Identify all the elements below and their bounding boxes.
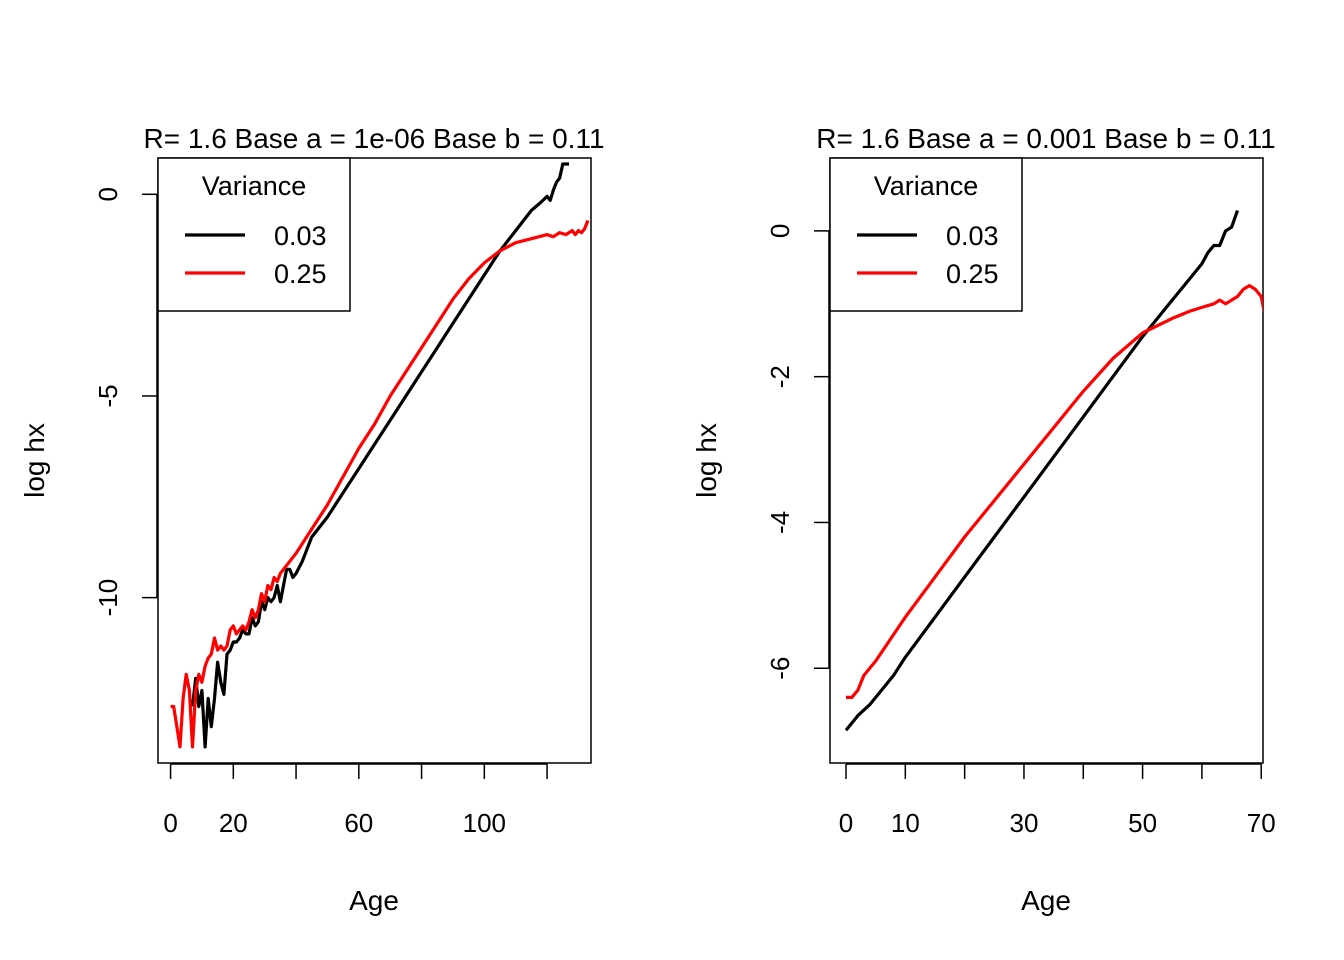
x-tick-label: 20	[219, 808, 248, 838]
chart-title: R= 1.6 Base a = 1e-06 Base b = 0.11	[143, 123, 604, 154]
x-tick-label: 30	[1009, 808, 1038, 838]
y-axis-label: log hx	[19, 423, 50, 498]
y-axis-label: log hx	[691, 423, 722, 498]
series-line-0.25	[846, 286, 1267, 698]
chart-panel-1: R= 1.6 Base a = 1e-06 Base b = 0.11 0 20 60…	[19, 123, 605, 916]
y-tick-label: -10	[93, 579, 123, 617]
legend-title: Variance	[874, 171, 979, 201]
legend-label: 0.03	[274, 221, 327, 251]
legend: Variance 0.03 0.25	[158, 158, 350, 311]
x-axis-label: Age	[349, 885, 399, 916]
x-tick-label: 10	[891, 808, 920, 838]
x-axis-label: Age	[1021, 885, 1071, 916]
y-tick-label: -5	[93, 384, 123, 407]
chart-panel-2: R= 1.6 Base a = 0.001 Base b = 0.11 0 10 30…	[691, 123, 1276, 916]
x-tick-label: 0	[839, 808, 853, 838]
legend-label: 0.25	[946, 259, 999, 289]
legend: Variance 0.03 0.25	[830, 158, 1022, 311]
x-tick-label: 70	[1247, 808, 1276, 838]
y-tick-label: -2	[765, 365, 795, 388]
legend-label: 0.25	[274, 259, 327, 289]
y-tick-label: 0	[765, 224, 795, 238]
x-tick-label: 50	[1128, 808, 1157, 838]
legend-label: 0.03	[946, 221, 999, 251]
y-tick-label: 0	[93, 187, 123, 201]
x-tick-label: 0	[163, 808, 177, 838]
x-tick-label: 100	[463, 808, 506, 838]
legend-title: Variance	[202, 171, 307, 201]
y-tick-label: -4	[765, 511, 795, 534]
chart-title: R= 1.6 Base a = 0.001 Base b = 0.11	[816, 123, 1275, 154]
x-tick-label: 60	[344, 808, 373, 838]
y-tick-label: -6	[765, 657, 795, 680]
